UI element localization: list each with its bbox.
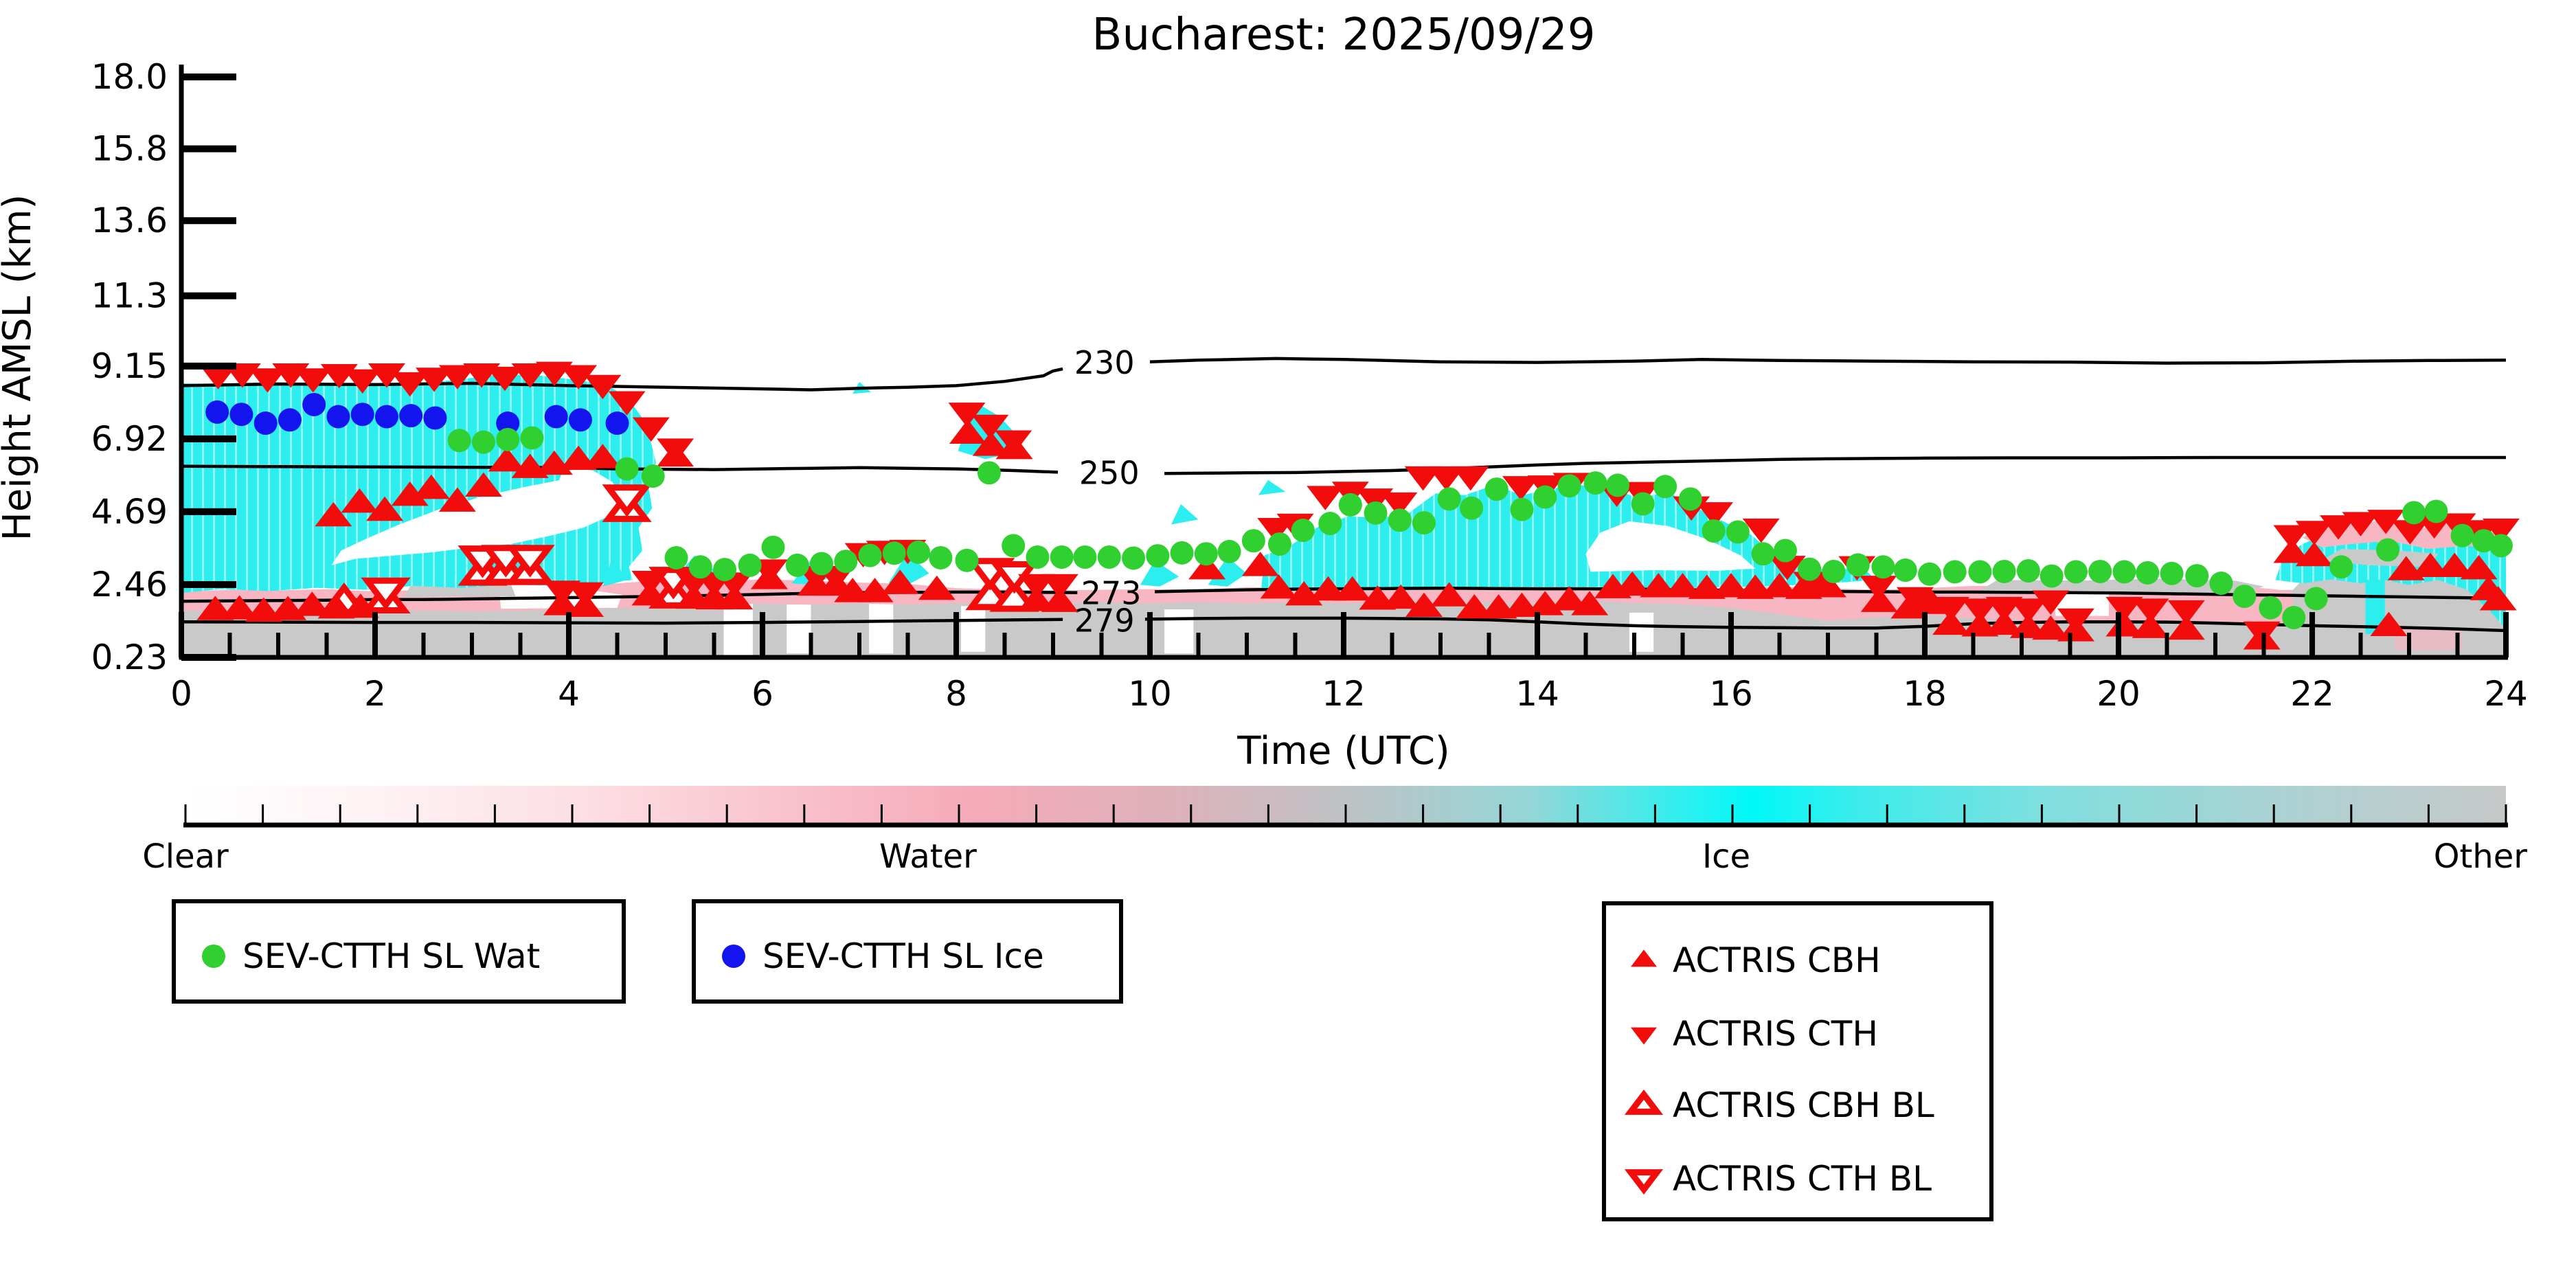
y-tick-label: 11.3 (91, 276, 168, 316)
y-tick-label: 9.15 (91, 346, 168, 386)
field-region-clear-hole-early (331, 467, 622, 565)
contour-label-250: 250 (1079, 454, 1140, 491)
contour-279-right (1144, 616, 2507, 633)
legend-box-actris: ACTRIS CBH ACTRIS CTH ACTRIS CBH BL ACTRIS … (1602, 901, 1993, 1221)
field-region-ice-wisp-7 (1171, 504, 1199, 525)
x-tick-label: 14 (1515, 674, 1559, 714)
x-tick-label: 2 (364, 674, 386, 714)
y-tick-label: 18.0 (91, 57, 168, 97)
legend-box-sev-wat: SEV-CTTH SL Wat (172, 899, 626, 1004)
contour-279-left (181, 618, 1063, 625)
legend-box-sev-ice: SEV-CTTH SL Ice (692, 899, 1123, 1004)
x-tick-label: 6 (752, 674, 773, 714)
field-region-white-gap-5 (1164, 609, 1194, 654)
x-tick-label: 10 (1128, 674, 1172, 714)
legend-label-actris-cbh-bl: ACTRIS CBH BL (1673, 1085, 1934, 1125)
legend-label-sev-ctth-sl-ice: SEV-CTTH SL Ice (762, 936, 1044, 976)
series-sev-ctth-sl-ice (205, 392, 629, 436)
contour-label-230: 230 (1074, 344, 1135, 381)
field-region-ice-wisp-1 (602, 557, 627, 587)
series-sev-ctth-sl-wat (447, 426, 2513, 629)
contour-250-right (1164, 455, 2506, 475)
field-region-white-gap-2 (787, 605, 811, 654)
contour-230-right (1149, 357, 2507, 365)
field-region-ice-streak-night (2365, 580, 2385, 634)
field-region-clear-hole-midday (1585, 521, 1756, 572)
x-tick-label: 18 (1903, 674, 1947, 714)
colorbar-label-other: Other (2434, 837, 2528, 876)
y-tick-label: 13.6 (91, 201, 168, 240)
legend-label-actris-cth: ACTRIS CTH (1673, 1014, 1878, 1054)
contour-label-273: 273 (1081, 574, 1142, 611)
field-region-water-wisp-night (2394, 629, 2463, 651)
x-tick-label: 20 (2097, 674, 2140, 714)
legend-label-actris-cbh: ACTRIS CBH (1673, 940, 1881, 980)
colorbar-label-water: Water (879, 837, 977, 876)
colorbar-label-clear: Clear (142, 837, 229, 876)
contour-label-279: 279 (1074, 602, 1135, 639)
axes: 18.015.813.611.39.156.924.692.460.230 2 4 6… (91, 57, 2528, 714)
x-tick-label: 24 (2484, 674, 2528, 714)
x-tick-label: 16 (1709, 674, 1753, 714)
legend-label-actris-cth-bl: ACTRIS CTH BL (1673, 1159, 1932, 1199)
y-tick-label: 6.92 (91, 419, 168, 459)
x-tick-label: 0 (170, 674, 192, 714)
y-tick-label: 2.46 (91, 565, 168, 605)
y-tick-label: 15.8 (91, 129, 168, 169)
field-region-white-gap-1 (723, 602, 753, 655)
x-tick-label: 12 (1322, 674, 1366, 714)
y-tick-label: 0.23 (91, 637, 168, 677)
field-region-white-gap-4 (961, 606, 986, 652)
x-axis-label: Time (UTC) (1236, 729, 1450, 773)
field-region-ice-wisp-5 (1140, 560, 1179, 587)
classification-colorbar: Clear Water Ice Other (142, 786, 2527, 876)
y-tick-label: 4.69 (91, 492, 168, 532)
chart-title: Bucharest: 2025/09/29 (1092, 10, 1596, 60)
y-axis-label: Height AMSL (km) (0, 194, 40, 541)
x-tick-label: 22 (2290, 674, 2334, 714)
contour-250-left (181, 464, 1059, 474)
x-tick-label: 4 (558, 674, 580, 714)
legend-label-sev-ctth-sl-wat: SEV-CTTH SL Wat (242, 936, 540, 976)
x-tick-label: 8 (945, 674, 967, 714)
field-region-white-gap-3 (869, 602, 894, 654)
colorbar-label-ice: Ice (1702, 837, 1750, 876)
field-region-ice-wisp-8 (1258, 479, 1286, 495)
